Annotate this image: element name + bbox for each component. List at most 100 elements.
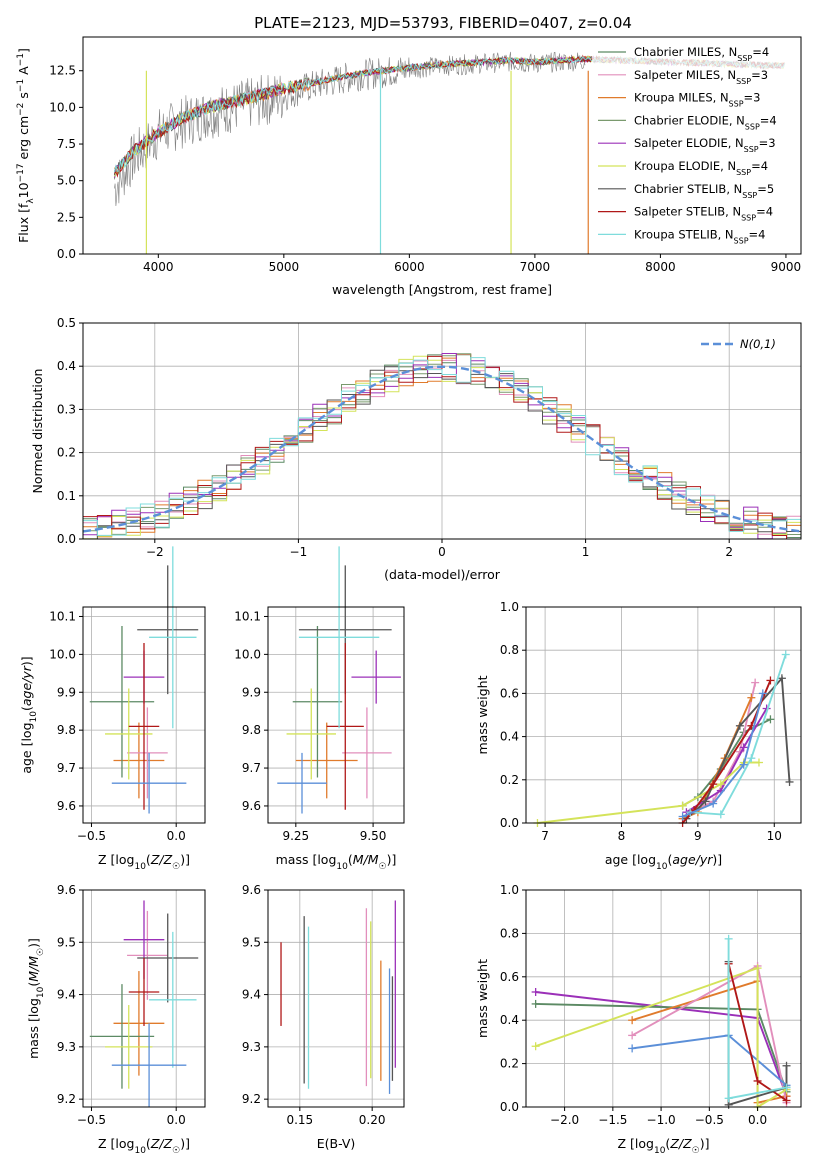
legend-label-tail: =3 <box>751 68 768 82</box>
y-tick-label: 9.7 <box>57 761 76 775</box>
label-part: ☉ <box>692 1146 700 1156</box>
y-tick-label: 9.6 <box>242 799 261 813</box>
y-tick-label: 9.8 <box>242 723 261 737</box>
label-part: Z [log <box>98 1136 134 1151</box>
legend-label-sub: SSP <box>742 190 757 199</box>
weight-series-line <box>537 761 759 824</box>
x-tick-label: 4000 <box>143 260 174 274</box>
legend-label-main: Salpeter ELODIE, N <box>634 136 744 150</box>
axes-frame <box>525 889 802 1108</box>
y-tick-label: 9.4 <box>57 988 76 1002</box>
y-tick-label: 1.0 <box>500 883 519 897</box>
legend-label-main: Chabrier MILES, N <box>634 45 737 59</box>
label-part: )] <box>180 1136 190 1151</box>
y-tick-label: 0.0 <box>57 247 76 261</box>
y-tick-label: 10.0 <box>49 647 76 661</box>
y-tick-label: 9.6 <box>242 883 261 897</box>
legend-label-tail: =4 <box>752 45 769 59</box>
label-part: mass weight <box>475 959 490 1038</box>
spectrum-panel: 4000 5000 6000 7000 8000 9000 0.0 2.5 5.0 7.5 10.0… <box>16 36 802 297</box>
label-part: ( <box>348 852 353 867</box>
x-axis-label: E(B-V) <box>317 1136 356 1151</box>
label-part: s <box>16 92 31 103</box>
y-tick-label: 9.9 <box>57 685 76 699</box>
y-axis-label: mass weight <box>475 675 490 754</box>
label-part: age [log <box>605 852 656 867</box>
y-tick-label: 9.3 <box>57 1040 76 1054</box>
y-tick-label: 0.4 <box>500 730 519 744</box>
legend-label-tail: =4 <box>749 227 766 241</box>
legend-box <box>592 42 797 252</box>
y-tick-label: 9.4 <box>242 988 261 1002</box>
label-part: )] <box>26 938 41 948</box>
legend-label-main: Chabrier STELIB, N <box>634 182 742 196</box>
weight-vs-metallicity-panel: −2.0 −1.5 −1.0 −0.5 0.0 0.0 0.2 0.4 0.6 0.8 1.0 Z [… <box>475 883 802 1156</box>
label-part: (data-model)/error <box>384 567 501 582</box>
y-tick-label: 0.0 <box>57 532 76 546</box>
label-part: M/M <box>26 956 41 982</box>
x-tick-label: −1 <box>290 545 308 559</box>
label-part: ( <box>26 982 41 987</box>
y-tick-label: 9.5 <box>57 935 76 949</box>
x-tick-label: 0 <box>438 545 446 559</box>
label-part: ( <box>146 852 151 867</box>
y-tick-label: 1.0 <box>500 600 519 614</box>
y-axis-label: mass [log10(M/M☉)] <box>26 938 46 1059</box>
histogram-step <box>83 357 801 539</box>
y-tick-label: 5.0 <box>57 174 76 188</box>
label-part: age/yr <box>672 852 713 867</box>
legend-label-sub: SSP <box>741 213 756 222</box>
legend-label-sub: SSP <box>729 99 744 108</box>
y-tick-label: 12.5 <box>49 64 76 78</box>
y-tick-label: 0.2 <box>500 773 519 787</box>
legend-label: Kroupa STELIB, NSSP=4 <box>634 227 765 245</box>
mass-vs-metallicity-panel: −0.5 0.09.29.39.49.59.6Z [log10(Z/Z☉)]mas… <box>26 883 206 1156</box>
x-tick-label: 0.20 <box>359 1113 386 1127</box>
y-tick-label: 0.8 <box>500 926 519 940</box>
label-part: ( <box>146 1136 151 1151</box>
x-tick-label: 1 <box>582 545 590 559</box>
label-part: ( <box>19 706 34 711</box>
y-tick-label: 10.1 <box>234 609 261 623</box>
label-part: ( <box>667 852 672 867</box>
axes-frame <box>82 36 802 255</box>
mass-vs-ebv-panel: 0.15 0.20 9.2 9.3 9.4 9.5 9.6 E(B-V) <box>242 883 405 1151</box>
x-tick-label: 0.15 <box>286 1113 313 1127</box>
legend-label-sub: SSP <box>744 145 759 154</box>
x-tick-label: −0.5 <box>77 1113 106 1127</box>
axes-frame <box>267 889 405 1108</box>
legend-label-main: Chabrier ELODIE, N <box>634 113 745 127</box>
label-part: )] <box>180 852 190 867</box>
label-part: Z/Z <box>669 1136 692 1151</box>
legend-label-sub: SSP <box>736 168 751 177</box>
label-part: M/M <box>353 852 379 867</box>
x-axis-label: mass [log10(M/M☉)] <box>276 852 397 872</box>
x-tick-label: 0.0 <box>167 1113 186 1127</box>
label-part: ☉ <box>172 862 180 872</box>
legend-label-tail: =4 <box>760 113 777 127</box>
label-part: A <box>16 66 31 79</box>
x-tick-label: 8 <box>618 829 626 843</box>
residual-histogram-panel: −2 −1 0 1 2 0.0 0.1 0.2 0.3 0.4 0.5 (data-model)/er… <box>30 316 802 582</box>
age-vs-mass-panel: 9.25 9.50 9.6 9.7 9.8 9.9 10.0 10.1 mass [log10(… <box>234 546 405 872</box>
y-tick-label: 0.0 <box>500 816 519 830</box>
label-part: mass [log <box>26 998 41 1059</box>
axes-frame <box>267 606 405 824</box>
y-tick-label: 0.8 <box>500 643 519 657</box>
observed-spectrum-line <box>114 51 586 207</box>
label-part: λ <box>26 198 36 204</box>
legend-label: Salpeter ELODIE, NSSP=3 <box>634 136 776 154</box>
legend-label: Chabrier ELODIE, NSSP=4 <box>634 113 777 130</box>
y-tick-label: 9.2 <box>57 1092 76 1106</box>
x-tick-label: −2.0 <box>550 1113 579 1127</box>
label-part: )] <box>19 656 34 666</box>
legend-label: Chabrier STELIB, NSSP=5 <box>634 182 774 200</box>
label-part: −17 <box>16 163 26 182</box>
legend-label-tail: =3 <box>744 91 761 105</box>
label-part: ] <box>16 48 31 53</box>
x-tick-label: 0.0 <box>748 1113 767 1127</box>
y-tick-label: 7.5 <box>57 137 76 151</box>
y-tick-label: 0.2 <box>57 446 76 460</box>
y-tick-label: 0.3 <box>57 402 76 416</box>
